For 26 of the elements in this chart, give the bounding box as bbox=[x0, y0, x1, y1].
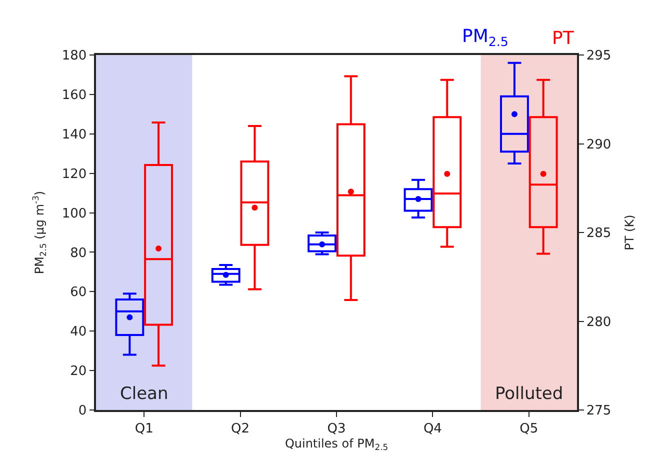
y2-axis-title: PT (K) bbox=[622, 214, 637, 250]
y2-tick-label: 285 bbox=[586, 226, 612, 242]
y-tick-label: 100 bbox=[62, 206, 87, 222]
y-tick-label: 0 bbox=[78, 404, 87, 419]
y2-tick-label: 280 bbox=[586, 314, 612, 330]
y-tick-label: 80 bbox=[70, 246, 87, 261]
band-label: Polluted bbox=[495, 384, 564, 404]
x-tick-label: Q4 bbox=[423, 421, 442, 436]
y-tick-label: 180 bbox=[62, 48, 87, 64]
x-tick-label: Q1 bbox=[134, 421, 154, 436]
y-tick-label: 20 bbox=[70, 364, 87, 380]
y-tick-label: 40 bbox=[70, 324, 87, 340]
y-tick-label: 160 bbox=[62, 88, 87, 103]
y-tick-label: 60 bbox=[70, 285, 87, 300]
y-tick-label: 120 bbox=[62, 166, 87, 182]
x-axis-title: Quintiles of PM$_{2.5}$ bbox=[284, 436, 388, 452]
y2-tick-label: 295 bbox=[586, 48, 612, 64]
y-tick-label: 140 bbox=[62, 127, 87, 142]
band-label: Clean bbox=[120, 384, 168, 404]
x-tick-label: Q3 bbox=[327, 421, 346, 436]
y2-tick-label: 275 bbox=[586, 404, 612, 419]
x-tick-label: Q2 bbox=[231, 421, 250, 436]
x-tick-label: Q5 bbox=[520, 421, 538, 436]
text: PT bbox=[552, 28, 575, 49]
text: PM$_{2.5}$ bbox=[462, 26, 508, 49]
y2-tick-label: 290 bbox=[586, 137, 612, 152]
